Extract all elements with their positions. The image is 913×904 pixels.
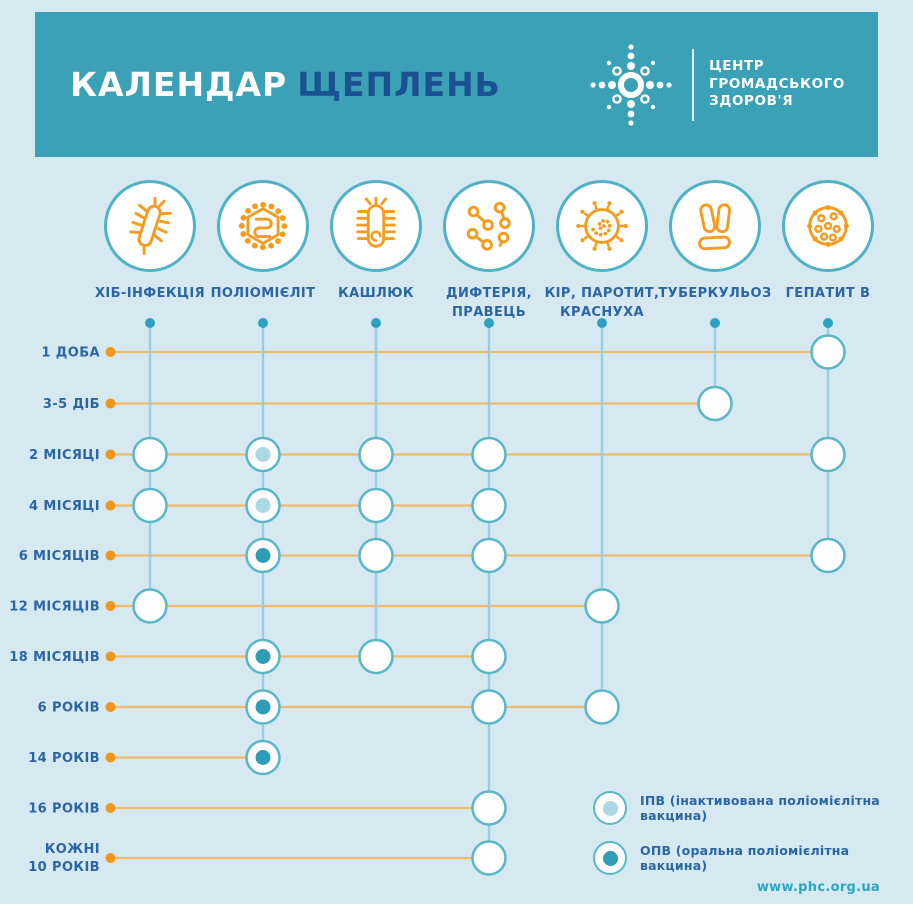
dose-marker-plain: [810, 436, 846, 473]
title-word-calendar: КАЛЕНДАР: [70, 65, 288, 104]
dose-marker-plain: [132, 487, 168, 524]
logo-divider: [692, 48, 695, 121]
age-row-label: 4 МІСЯЦІ: [29, 499, 100, 514]
age-row-dot: [105, 803, 116, 813]
column-label: ТУБЕРКУЛЬОЗ: [658, 286, 772, 301]
age-row-label: 6 РОКІВ: [38, 701, 100, 716]
age-row-label: 2 МІСЯЦІ: [29, 448, 100, 463]
age-row-dot: [105, 601, 116, 611]
dose-marker-plain: [471, 689, 507, 725]
column-label: ПОЛІОМІЄЛІТ: [210, 286, 316, 301]
column-label: ХІБ-ІНФЕКЦІЯ: [95, 286, 205, 301]
column-label: КАШЛЮК: [338, 286, 414, 301]
column-label: ДИФТЕРІЯ, ПРАВЕЦЬ: [445, 286, 532, 320]
vaccine-column-dot: [258, 318, 268, 328]
measles-virus-icon: [556, 180, 648, 272]
dose-marker-plain: [358, 436, 394, 473]
column-header-polio: ПОЛІОМІЄЛІТ: [197, 180, 329, 304]
dose-marker-plain: [584, 689, 620, 725]
legend-item-ipv: ІПВ (інактивована поліомієлітна вакцина): [593, 791, 893, 825]
age-row-dot: [105, 752, 116, 763]
opv-marker-icon: [593, 841, 627, 875]
opv-inner-dot: [255, 649, 271, 664]
age-row-dot: [105, 651, 116, 662]
age-row-label: 1 ДОБА: [41, 346, 100, 361]
age-row-dot: [105, 398, 116, 409]
ipv-marker-icon: [593, 791, 627, 825]
hepatitis-b-virus-icon: [782, 180, 874, 272]
legend: ІПВ (інактивована поліомієлітна вакцина)…: [593, 791, 893, 891]
age-row-label: КОЖНІ 10 РОКІВ: [28, 842, 100, 875]
dose-marker-plain: [471, 840, 507, 876]
column-label: КІР, ПАРОТИТ, КРАСНУХА: [544, 286, 660, 320]
hib-bacterium-icon: [104, 180, 196, 272]
age-row-dot: [105, 853, 116, 863]
polio-virus-icon: [217, 180, 309, 272]
dose-marker-plain: [358, 638, 394, 675]
opv-inner-dot: [255, 699, 271, 715]
column-header-pertussis: КАШЛЮК: [310, 180, 442, 304]
age-row-label: 6 МІСЯЦІВ: [19, 549, 100, 564]
vaccine-column-dot: [823, 318, 833, 328]
legend-item-opv: ОПВ (оральна поліомієлітна вакцина): [593, 841, 893, 875]
page-title: КАЛЕНДАР ЩЕПЛЕНЬ: [70, 65, 501, 104]
column-header-diphtheria-tetanus: ДИФТЕРІЯ, ПРАВЕЦЬ: [423, 180, 555, 323]
phc-logo-icon: [590, 43, 672, 126]
age-row-dot: [105, 550, 116, 561]
org-name: ЦЕНТР ГРОМАДСЬКОГО ЗДОРОВ'Я: [709, 58, 845, 110]
dose-marker-plain: [132, 588, 168, 624]
opv-inner-dot: [255, 548, 271, 563]
ipv-inner-dot: [255, 498, 271, 513]
age-row-label: 14 РОКІВ: [28, 751, 100, 766]
dose-marker-plain: [584, 588, 620, 624]
dose-marker-plain: [810, 537, 846, 574]
age-row-dot: [105, 702, 116, 712]
column-header-tuberculosis: ТУБЕРКУЛЬОЗ: [649, 180, 781, 304]
vaccine-column-dot: [145, 318, 155, 328]
ipv-inner-dot: [255, 447, 271, 462]
legend-label: ІПВ (інактивована поліомієлітна вакцина): [640, 793, 880, 823]
dose-marker-plain: [132, 436, 168, 473]
age-row-dot: [105, 449, 116, 460]
dose-marker-plain: [471, 790, 507, 826]
dose-marker-plain: [471, 537, 507, 574]
age-row-dot: [105, 347, 116, 357]
column-header-hib: ХІБ-ІНФЕКЦІЯ: [84, 180, 216, 304]
pertussis-bacterium-icon: [330, 180, 422, 272]
vaccine-column-dot: [597, 318, 607, 328]
dose-marker-plain: [697, 385, 733, 422]
title-word-vaccinations: ЩЕПЛЕНЬ: [297, 65, 501, 104]
tuberculosis-bacteria-icon: [669, 180, 761, 272]
vaccine-column-dot: [371, 318, 381, 328]
diphtheria-bacteria-icon: [443, 180, 535, 272]
dose-marker-plain: [471, 487, 507, 524]
column-header-measles-mumps-rubella: КІР, ПАРОТИТ, КРАСНУХА: [536, 180, 668, 323]
phc-logo: ЦЕНТР ГРОМАДСЬКОГО ЗДОРОВ'Я: [585, 39, 845, 131]
column-label: ГЕПАТИТ В: [785, 286, 871, 301]
column-header-hepatitis-b: ГЕПАТИТ В: [762, 180, 894, 304]
age-row-label: 18 МІСЯЦІВ: [9, 650, 100, 665]
dose-marker-plain: [471, 436, 507, 473]
dose-marker-plain: [358, 537, 394, 574]
dose-marker-plain: [358, 487, 394, 524]
age-row-dot: [105, 500, 116, 511]
age-row-label: 12 МІСЯЦІВ: [9, 600, 100, 615]
age-row-label: 3-5 ДІБ: [43, 397, 100, 412]
legend-label: ОПВ (оральна поліомієлітна вакцина): [640, 843, 850, 873]
footer-url[interactable]: www.phc.org.ua: [756, 880, 880, 895]
vaccine-column-dot: [710, 318, 720, 328]
dose-marker-plain: [471, 638, 507, 675]
dose-marker-plain: [810, 334, 846, 370]
age-row-label: 16 РОКІВ: [28, 802, 100, 817]
header: КАЛЕНДАР ЩЕПЛЕНЬ ЦЕНТР ГРОМАДСЬКОГО ЗДОРО…: [35, 12, 878, 157]
opv-inner-dot: [255, 750, 271, 765]
vaccine-column-dot: [484, 318, 494, 328]
